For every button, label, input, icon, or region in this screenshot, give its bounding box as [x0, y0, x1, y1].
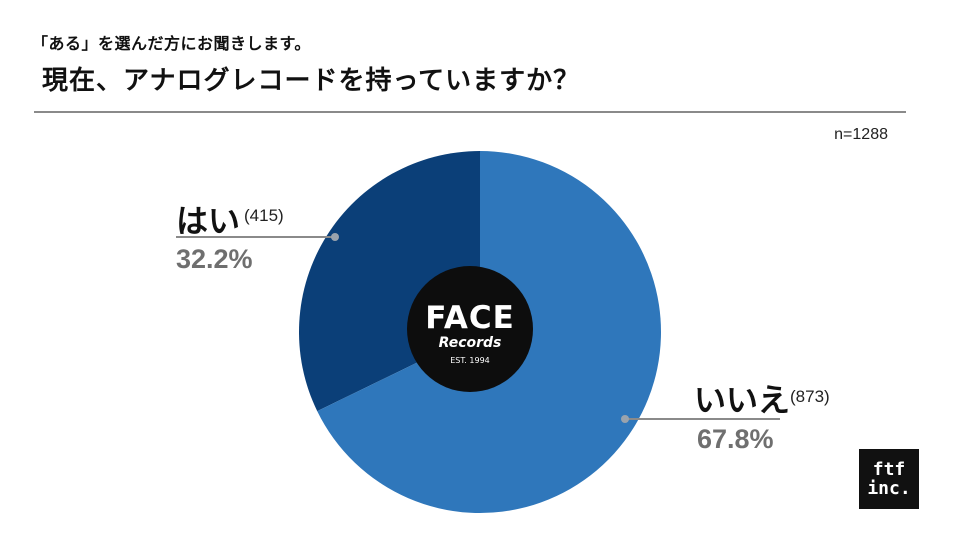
face-records-logo: FACE Records EST. 1994 — [425, 300, 515, 365]
leader-lines — [176, 233, 780, 423]
page-title: 現在、アナログレコードを持っていますか？ — [42, 66, 581, 96]
slice-count-yes: (415) — [244, 206, 284, 225]
leader-yes-dot — [331, 233, 339, 241]
slice-count-no: (873) — [790, 387, 830, 406]
slice-percent-no: 67.8% — [697, 424, 774, 454]
logo-script: Records — [439, 335, 502, 351]
ftf-inc-badge: ftf inc. — [859, 449, 919, 509]
title-divider — [34, 111, 906, 113]
sample-size: n=1288 — [834, 126, 888, 143]
slice-label-no: いいえ — [694, 381, 791, 419]
logo-name: FACE — [425, 300, 515, 336]
badge-line1: ftf — [872, 459, 906, 480]
badge-line2: inc. — [867, 478, 911, 499]
survey-subtitle: 「ある」を選んだ方にお聞きします。 — [32, 34, 311, 53]
slice-label-yes: はい — [176, 202, 241, 240]
leader-no-dot — [621, 415, 629, 423]
slice-percent-yes: 32.2% — [176, 244, 253, 274]
logo-established: EST. 1994 — [450, 356, 490, 365]
center-logo-disc — [407, 266, 533, 392]
